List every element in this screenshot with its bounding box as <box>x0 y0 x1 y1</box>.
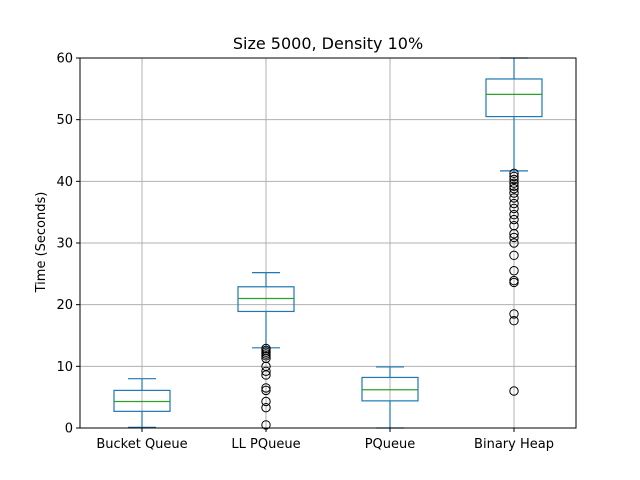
outlier-point <box>261 396 271 407</box>
outlier-point <box>261 383 271 393</box>
x-tick-label: Bucket Queue <box>96 437 187 452</box>
box-iqr <box>237 286 295 313</box>
outlier-point <box>509 174 519 185</box>
outlier-point <box>509 188 519 198</box>
boxes-layer <box>113 57 543 430</box>
outlier-point <box>509 184 519 194</box>
outlier-point <box>261 366 271 376</box>
box-iqr <box>485 78 543 118</box>
outlier-point <box>509 198 519 209</box>
outlier-point <box>509 250 519 261</box>
boxplot-bucket-queue <box>113 378 171 428</box>
y-axis-label: Time (Seconds) <box>34 192 49 294</box>
outlier-point <box>261 402 271 413</box>
y-tick-label: 0 <box>65 422 73 437</box>
x-tick-label: LL PQueue <box>231 437 300 452</box>
outlier-point <box>509 277 519 288</box>
plot-frame <box>79 57 577 429</box>
box-iqr <box>361 376 419 402</box>
outlier-point <box>509 229 519 239</box>
y-tick-label: 60 <box>56 52 73 67</box>
outlier-point <box>509 193 519 203</box>
outlier-point <box>261 370 271 380</box>
chart-title: Size 5000, Density 10% <box>233 34 423 53</box>
grid-lines <box>80 57 576 429</box>
outlier-point <box>509 214 519 225</box>
box-iqr <box>113 389 171 412</box>
outlier-point <box>261 351 271 361</box>
outlier-point <box>509 309 519 319</box>
outlier-point <box>509 178 519 188</box>
axes-layer: 0 10 20 30 40 50 60 Bucket Queue LL PQueue PQueue… <box>56 52 554 453</box>
boxplot-ll-pqueue <box>237 272 295 430</box>
y-tick-label: 30 <box>56 237 73 252</box>
outlier-point <box>509 168 519 179</box>
outlier-point <box>509 232 519 243</box>
outlier-point <box>261 385 271 396</box>
y-tick-label: 40 <box>56 175 73 190</box>
outlier-point <box>509 209 519 220</box>
y-tick-label: 50 <box>56 113 73 128</box>
x-tick-label: PQueue <box>365 437 416 452</box>
y-tick-label: 20 <box>56 298 73 313</box>
outlier-point <box>509 266 519 276</box>
outlier-point <box>509 386 519 396</box>
outlier-point <box>509 316 519 326</box>
outlier-point <box>509 181 519 191</box>
outlier-point <box>509 203 519 214</box>
outlier-point <box>509 171 519 182</box>
boxplot-binary-heap <box>485 57 543 396</box>
x-tick-label: Binary Heap <box>474 437 554 452</box>
y-tick-label: 10 <box>56 360 73 375</box>
outlier-point <box>509 238 519 248</box>
